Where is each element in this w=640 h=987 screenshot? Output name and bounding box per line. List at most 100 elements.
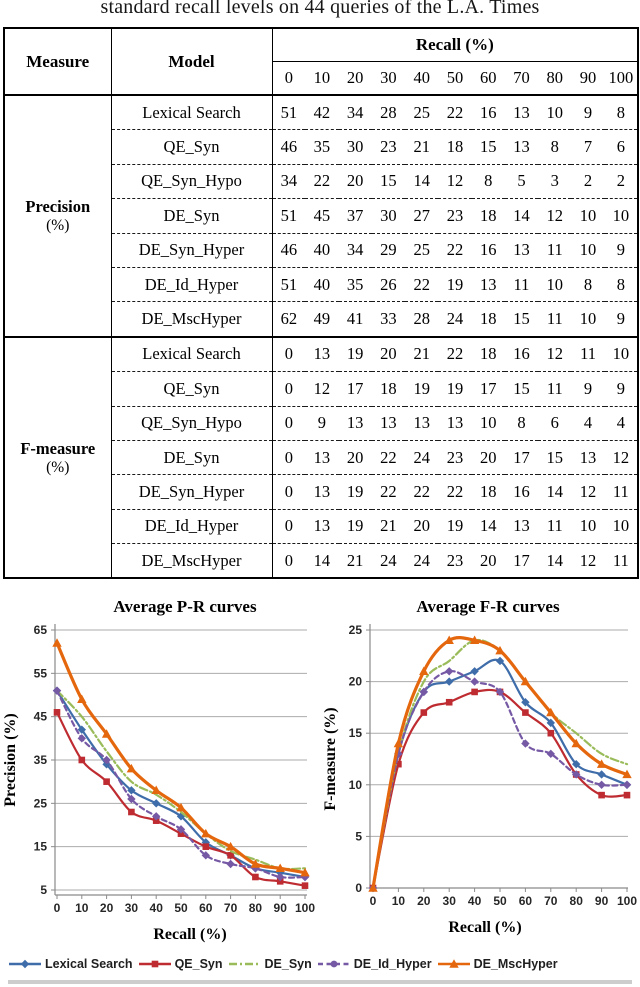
- value-cell: 22: [405, 474, 439, 510]
- marker: [368, 883, 378, 892]
- value-cell: 22: [438, 474, 472, 510]
- series-qe_syn: [55, 711, 307, 887]
- table-header-row: Measure Model Recall (%): [4, 28, 639, 95]
- measure-cell: Precision (%): [4, 95, 112, 337]
- value-cell: 22: [371, 439, 406, 475]
- x-tick-label: 30: [125, 901, 139, 915]
- x-tick-label: 70: [544, 894, 558, 908]
- value-cell: 8: [538, 129, 572, 165]
- recall-level: 20: [346, 68, 364, 87]
- x-tick-label: 40: [468, 894, 482, 908]
- legend-item: DE_Syn: [228, 957, 312, 971]
- value-cell: 12: [538, 198, 572, 234]
- y-tick-label: 10: [349, 778, 363, 792]
- x-tick-label: 70: [224, 901, 238, 915]
- model-cell: DE_Id_Hyper: [111, 266, 273, 302]
- recall-header: Recall (%): [272, 28, 639, 62]
- value-cell: 7: [571, 129, 605, 165]
- marker: [597, 770, 606, 779]
- value-cell: 4: [604, 405, 639, 441]
- x-axis-title: Recall (%): [448, 919, 521, 936]
- value-cell: 14: [471, 508, 505, 544]
- value-cell: 28: [405, 301, 439, 337]
- value-cell: 13: [438, 405, 472, 441]
- marker: [226, 859, 235, 869]
- value-cell: 46: [272, 129, 306, 165]
- marker: [445, 667, 454, 676]
- value-cell: 23: [371, 129, 406, 165]
- model-cell: DE_Id_Hyper: [111, 508, 273, 544]
- measure-label: F-measure: [20, 438, 96, 458]
- value-cell: 18: [371, 371, 406, 407]
- recall-level: 0: [284, 68, 293, 87]
- value-cell: 35: [338, 266, 372, 302]
- recall-level: 100: [608, 68, 634, 87]
- value-cell: 17: [338, 371, 372, 407]
- model-cell: DE_Syn: [111, 198, 273, 234]
- x-tick-label: 40: [150, 901, 164, 915]
- value-cell: 41: [338, 301, 372, 337]
- marker: [597, 780, 606, 789]
- value-cell: 34: [346, 102, 364, 122]
- marker: [101, 729, 112, 738]
- value-cell: 9: [604, 232, 639, 268]
- value-cell: 49: [305, 301, 339, 337]
- value-cell: 21: [405, 335, 439, 372]
- value-cell: 42: [313, 102, 331, 122]
- marker: [445, 677, 454, 686]
- marker: [622, 769, 632, 779]
- marker: [176, 802, 186, 812]
- value-cell: 17: [504, 543, 539, 579]
- legend-marker-icon: [9, 959, 41, 969]
- series-de_syn: [371, 638, 629, 890]
- y-tick-label: 15: [34, 840, 48, 854]
- marker: [596, 759, 607, 768]
- value-cell: 40: [305, 266, 339, 302]
- model-cell: DE_Syn_Hyper: [111, 232, 273, 268]
- x-tick-label: 80: [249, 901, 263, 915]
- value-cell: 3: [538, 163, 572, 199]
- value-cell: 12: [538, 335, 572, 372]
- series-de_mschyper: [55, 641, 307, 875]
- legend-marker-icon: [228, 962, 261, 966]
- value-cell: 27: [405, 198, 439, 234]
- table-row: DE_Syn 0 13 20 22 24 23 20 17 15 13 12: [4, 439, 639, 475]
- pr-chart: Average P-R curves 5 15 25 35 45 55 65 0 10 20 30 40…: [2, 597, 315, 943]
- legend-marker-icon: [317, 960, 350, 968]
- marker: [445, 698, 453, 706]
- value-cell: 24: [405, 439, 439, 475]
- value-cell: 10: [538, 266, 572, 302]
- marker: [520, 676, 531, 686]
- value-cell: 11: [604, 543, 639, 579]
- value-cell: 13: [504, 508, 539, 544]
- value-cell: 16: [471, 232, 505, 268]
- series-qe_syn: [371, 688, 629, 890]
- recall-level: 50: [446, 68, 464, 87]
- value-cell: 14: [538, 543, 572, 579]
- bottom-divider: [8, 980, 632, 984]
- value-cell: 22: [371, 474, 406, 510]
- legend-item: DE_Id_Hyper: [317, 957, 432, 971]
- value-cell: 24: [405, 543, 439, 579]
- marker: [103, 778, 110, 785]
- marker: [152, 817, 160, 824]
- value-cell: 9: [571, 371, 605, 407]
- value-cell: 14: [405, 163, 439, 199]
- table-row: DE_Id_Hyper 51 40 35 26 22 19 13 11 10 8 8: [4, 266, 639, 302]
- value-cell: 19: [438, 508, 472, 544]
- x-tick-label: 90: [595, 894, 609, 908]
- table-row: DE_MscHyper 62 49 41 33 28 24 18 15 11 10 9: [4, 301, 639, 337]
- value-cell: 21: [338, 543, 372, 579]
- value-cell: 6: [604, 129, 639, 165]
- marker: [151, 785, 161, 795]
- x-tick-label: 0: [370, 894, 377, 908]
- value-cell: 51: [272, 198, 306, 234]
- value-cell: 19: [405, 371, 439, 407]
- recall-level: 60: [479, 68, 497, 87]
- table-row: DE_Syn_Hyper 0 13 19 22 22 22 18 16 14 12 11: [4, 474, 639, 510]
- marker: [151, 960, 158, 968]
- marker: [20, 959, 30, 969]
- marker: [126, 763, 137, 773]
- value-cell: 19: [438, 371, 472, 407]
- value-cell: 8: [504, 405, 539, 441]
